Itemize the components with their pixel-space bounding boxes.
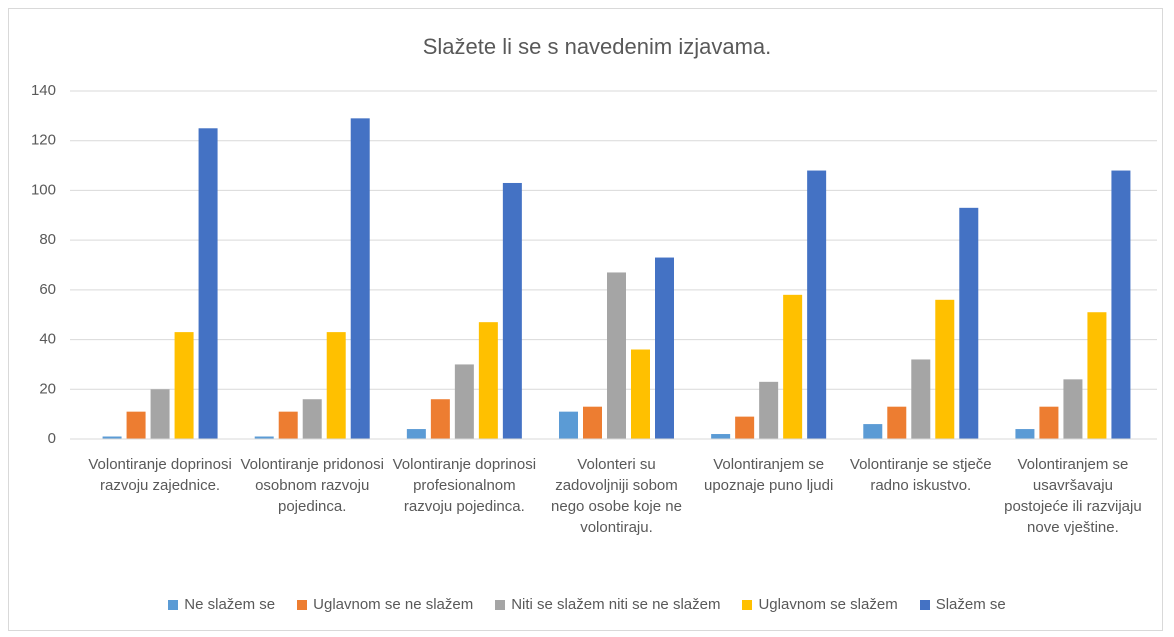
bar	[198, 128, 218, 440]
bar	[1015, 429, 1035, 439]
bar	[150, 389, 170, 439]
y-tick-label: 40	[39, 331, 56, 348]
bar	[1111, 170, 1131, 440]
y-tick-label: 100	[31, 181, 56, 198]
bar	[1087, 312, 1107, 439]
legend-item: Niti se slažem niti se ne slažem	[495, 596, 720, 613]
bar	[174, 332, 194, 439]
legend-label: Ne slažem se	[184, 596, 276, 613]
bar	[430, 399, 450, 439]
bar	[254, 436, 274, 439]
x-tick-label: Volontiranje doprinosi razvoju zajednice…	[88, 456, 232, 494]
bar	[959, 207, 979, 439]
bar	[631, 349, 650, 439]
bar	[911, 359, 931, 439]
legend-swatch	[168, 599, 179, 610]
y-tick-label: 120	[31, 132, 56, 149]
bar	[278, 411, 298, 439]
bar	[735, 416, 755, 439]
bar	[655, 257, 674, 439]
x-tick-label: Volontiranje se stječe radno iskustvo.	[849, 456, 992, 494]
bar	[502, 182, 522, 439]
y-tick-label: 80	[39, 231, 56, 248]
y-tick-label: 140	[31, 82, 56, 99]
bar	[454, 364, 474, 439]
x-tick-label: Volontiranje pridonosi osobnom razvoju p…	[240, 456, 384, 515]
legend-label: Slažem se	[935, 596, 1006, 613]
y-tick-label: 20	[39, 380, 56, 397]
legend-swatch	[297, 599, 308, 610]
chart-title: Slažete li se s navedenim izjavama.	[423, 34, 772, 59]
bar	[478, 322, 498, 439]
legend-item: Uglavnom se ne slažem	[297, 596, 473, 613]
bar	[326, 332, 346, 439]
x-tick-label: Volontiranjem se upoznaje puno ljudi	[704, 456, 834, 494]
legend-label: Niti se slažem niti se ne slažem	[511, 596, 721, 613]
bar	[126, 411, 146, 439]
legend-swatch	[742, 599, 753, 610]
bar	[583, 406, 602, 439]
bar	[607, 272, 626, 439]
legend: Ne slažem se Uglavnom se ne slažem Niti se…	[0, 596, 1174, 613]
x-tick-label: Volonteri su zadovoljniji sobom nego oso…	[551, 456, 682, 536]
bar	[559, 411, 578, 439]
legend-item: Ne slažem se	[168, 596, 275, 613]
bar	[302, 399, 322, 439]
x-tick-label: Volontiranjem se usavršavaju postojeće i…	[1004, 456, 1142, 536]
bar	[935, 299, 955, 439]
legend-swatch	[919, 599, 930, 610]
bar	[711, 434, 731, 439]
bar	[759, 381, 779, 439]
legend-item: Uglavnom se slažem	[742, 596, 898, 613]
x-tick-label: Volontiranje doprinosi profesionalnom ra…	[392, 456, 537, 515]
y-tick-label: 0	[48, 430, 56, 447]
bar	[1039, 406, 1059, 439]
legend-label: Uglavnom se ne slažem	[313, 596, 474, 613]
bar	[102, 436, 122, 439]
bar	[406, 429, 426, 439]
y-tick-label: 60	[39, 281, 56, 298]
bar	[350, 118, 370, 439]
legend-swatch	[495, 599, 506, 610]
bar	[1063, 379, 1083, 439]
bar	[887, 406, 907, 439]
bar	[807, 170, 827, 440]
bar	[863, 424, 883, 439]
legend-label: Uglavnom se slažem	[758, 596, 898, 613]
legend-item: Slažem se	[919, 596, 1006, 613]
bar	[783, 294, 803, 439]
